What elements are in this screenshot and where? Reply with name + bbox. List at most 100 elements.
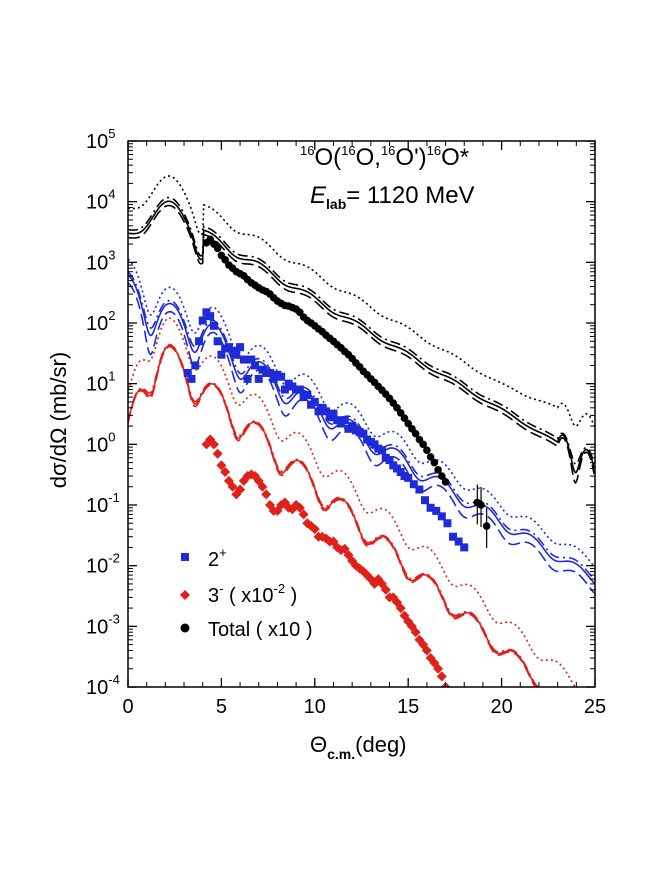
title-text-4: O* bbox=[441, 144, 469, 171]
point-2plus bbox=[385, 456, 394, 465]
point-3minus bbox=[212, 448, 223, 459]
curve-total-dashdot bbox=[128, 196, 595, 466]
point-3minus bbox=[208, 439, 219, 450]
point-2plus bbox=[421, 496, 430, 505]
x-axis-unit: (deg) bbox=[355, 732, 406, 757]
point-2plus bbox=[247, 355, 256, 364]
y-tick-label: 105 bbox=[86, 126, 115, 153]
point-2plus bbox=[277, 372, 286, 381]
axis-ticks: 0 5 10 15 20 25 10-4 10-3 10-2 10-1 100 101 102 103 10… bbox=[86, 126, 606, 718]
point-2plus bbox=[432, 506, 441, 515]
point-total bbox=[419, 440, 427, 449]
point-2plus bbox=[251, 361, 260, 370]
y-tick-label: 104 bbox=[86, 187, 115, 214]
x-axis-title: Θc.m.(deg) bbox=[310, 732, 407, 762]
point-3minus bbox=[452, 700, 462, 710]
curve-total-dashed bbox=[128, 204, 595, 485]
curve-3minus-dashdot bbox=[128, 343, 555, 687]
title-sup-2: 16 bbox=[341, 143, 355, 158]
curve-2plus-dashed bbox=[128, 282, 595, 594]
title-text-3: O') bbox=[395, 144, 426, 171]
point-total bbox=[400, 414, 409, 422]
title-sup-1: 16 bbox=[300, 143, 314, 158]
point-3minus bbox=[448, 695, 458, 705]
point-total bbox=[404, 419, 413, 428]
legend-label-total: Total ( x10 ) bbox=[208, 619, 312, 641]
title-text-1: O( bbox=[314, 144, 341, 171]
point-2plus bbox=[404, 473, 413, 482]
point-2plus bbox=[191, 361, 200, 370]
point-2plus bbox=[239, 355, 248, 364]
data-points bbox=[183, 235, 491, 724]
curve-total-solid bbox=[128, 200, 595, 474]
legend-marker-3minus bbox=[180, 590, 190, 600]
point-3minus bbox=[421, 645, 432, 656]
point-2plus bbox=[359, 429, 368, 438]
x-tick-label: 25 bbox=[584, 696, 606, 718]
point-3minus bbox=[220, 466, 231, 477]
point-2plus bbox=[280, 385, 289, 394]
point-2plus bbox=[340, 416, 349, 425]
legend-3minus-suffix-sup: -2 bbox=[274, 581, 286, 596]
point-2plus bbox=[310, 397, 319, 406]
y-tick-label: 10-2 bbox=[86, 551, 120, 578]
point-2plus bbox=[187, 374, 196, 383]
point-3minus bbox=[444, 688, 454, 698]
point-3minus bbox=[298, 509, 309, 520]
points-group bbox=[183, 235, 491, 724]
x-tick-label: 15 bbox=[397, 696, 419, 718]
y-tick-label: 10-1 bbox=[86, 490, 120, 517]
point-2plus bbox=[443, 519, 452, 528]
point-total bbox=[213, 244, 222, 253]
legend-marker-2plus bbox=[181, 553, 189, 561]
point-2plus bbox=[348, 422, 357, 431]
title-energy-value: = 1120 MeV bbox=[346, 182, 474, 209]
point-2plus bbox=[329, 409, 338, 418]
point-total bbox=[396, 409, 405, 417]
x-tick-label: 10 bbox=[304, 696, 326, 718]
theory-curves bbox=[128, 175, 595, 687]
point-total bbox=[434, 466, 442, 474]
plot-frame bbox=[127, 140, 596, 688]
point-3minus bbox=[456, 706, 466, 716]
point-3minus bbox=[459, 714, 469, 724]
point-2plus bbox=[265, 368, 274, 377]
x-axis-subscript: c.m. bbox=[327, 746, 355, 762]
point-3minus bbox=[410, 627, 421, 638]
point-2plus bbox=[194, 337, 203, 346]
y-tick-label: 10-3 bbox=[86, 611, 120, 638]
point-2plus bbox=[269, 374, 278, 383]
curve-total-dotted bbox=[128, 175, 595, 427]
legend-3minus-name: 3 bbox=[208, 585, 219, 607]
point-2plus bbox=[303, 391, 312, 400]
point-2plus bbox=[460, 543, 469, 552]
curve-3minus-dotted bbox=[128, 317, 576, 687]
title-energy-var: E bbox=[310, 182, 327, 209]
point-2plus bbox=[232, 350, 241, 359]
point-2plus bbox=[426, 503, 435, 512]
point-total bbox=[411, 429, 420, 438]
y-tick-label: 100 bbox=[86, 429, 115, 456]
x-tick-label: 20 bbox=[490, 696, 512, 718]
point-2plus bbox=[322, 407, 331, 416]
point-2plus bbox=[454, 537, 463, 546]
point-2plus bbox=[370, 440, 379, 449]
chart-title-reaction: 16O(16O,16O')16O* bbox=[300, 143, 469, 171]
legend-label-2plus: 2+ bbox=[208, 545, 227, 571]
title-energy-sub: lab bbox=[326, 196, 346, 212]
point-2plus bbox=[236, 343, 245, 352]
point-3minus bbox=[227, 481, 238, 492]
point-2plus bbox=[415, 485, 424, 494]
x-tick-label: 5 bbox=[216, 696, 227, 718]
point-3minus bbox=[216, 460, 227, 471]
x-tick-label: 0 bbox=[122, 696, 133, 718]
point-total bbox=[438, 472, 446, 480]
point-total bbox=[423, 446, 431, 455]
point-2plus bbox=[213, 337, 222, 346]
point-2plus bbox=[209, 321, 218, 330]
point-3minus bbox=[436, 671, 447, 682]
title-sup-4: 16 bbox=[427, 143, 441, 158]
point-2plus bbox=[198, 316, 207, 325]
point-3minus bbox=[261, 489, 272, 500]
legend-marker-total bbox=[180, 623, 190, 633]
